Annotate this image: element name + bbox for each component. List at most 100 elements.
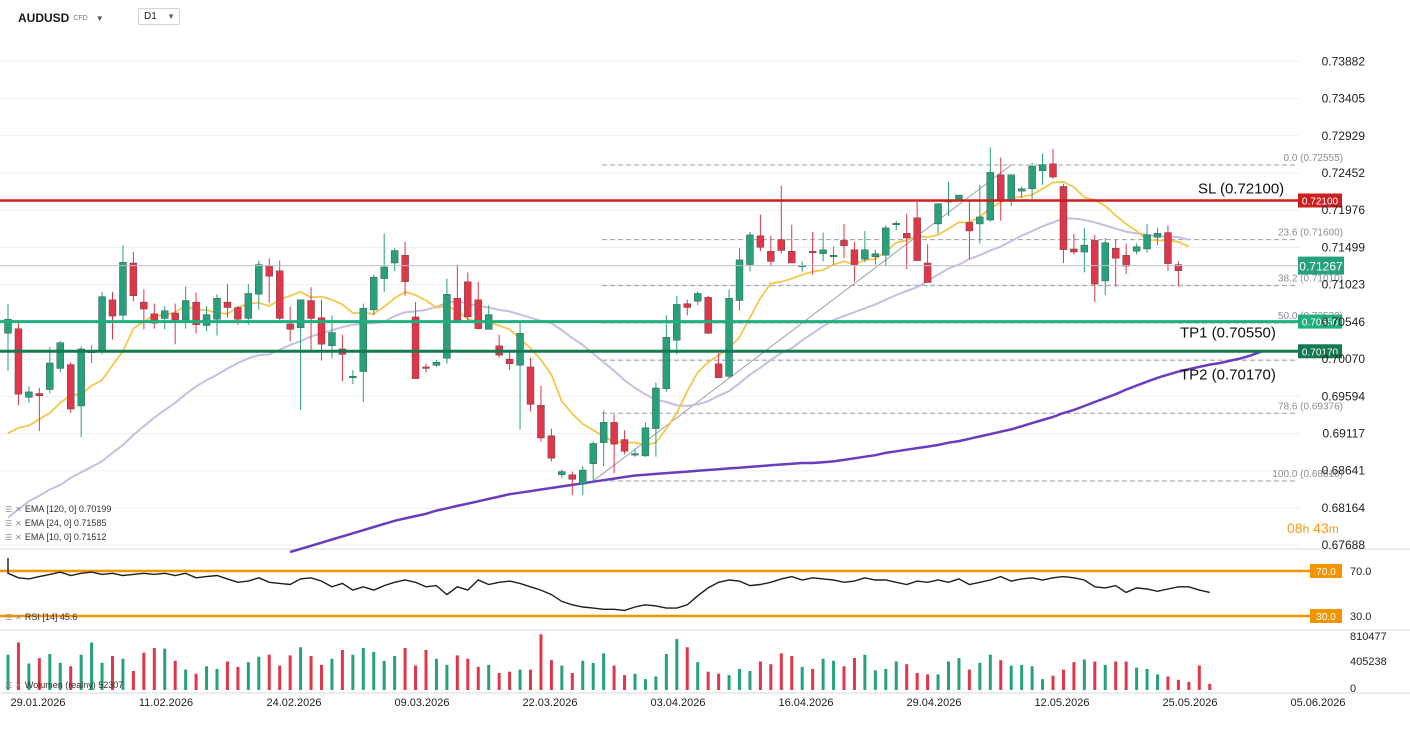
- candle-body: [1153, 233, 1162, 238]
- candle-body: [244, 293, 253, 319]
- volume-bar: [476, 666, 480, 690]
- candle-body: [307, 300, 315, 319]
- candle-body: [829, 254, 838, 257]
- volume-tick-label: 810477: [1350, 631, 1387, 643]
- tp2-price-tag-text: 0.70170: [1302, 347, 1339, 358]
- candle-body: [98, 296, 106, 351]
- candle-body: [850, 249, 859, 265]
- candle-body: [1174, 264, 1183, 272]
- sl-price-tag: [1298, 193, 1342, 208]
- volume-bar: [936, 674, 940, 690]
- symbol-selector[interactable]: AUDUSD CFD ▼: [18, 8, 104, 28]
- volume-bar: [1135, 667, 1139, 690]
- volume-bar: [685, 647, 689, 690]
- candle-body: [610, 422, 618, 445]
- volume-bar: [821, 658, 825, 690]
- volume-bar: [152, 647, 156, 690]
- legend-ema120: ☰ ✕ EMA [120, 0] 0.70199: [5, 504, 111, 514]
- candle-body: [1111, 247, 1120, 259]
- candle-body: [579, 469, 587, 485]
- volume-bar: [1114, 661, 1118, 690]
- close-icon[interactable]: ✕: [15, 532, 22, 542]
- candle-body: [171, 312, 179, 321]
- volume-bar: [1082, 659, 1086, 690]
- timer-minutes: 43: [1313, 520, 1329, 536]
- volume-bar: [393, 656, 397, 690]
- candle-body: [108, 299, 117, 317]
- timer-m-unit: m: [1328, 522, 1339, 536]
- volume-bar: [1020, 664, 1024, 690]
- candle-body: [234, 307, 242, 320]
- price-tick-label: 0.69594: [1322, 389, 1366, 403]
- volume-bar: [403, 647, 407, 690]
- candle-body: [56, 342, 64, 369]
- candle-body: [359, 308, 367, 372]
- candle-body: [1070, 248, 1078, 253]
- tp2-label: TP2 (0.70170): [1180, 366, 1276, 383]
- volume-bar: [800, 666, 804, 690]
- candle-body: [140, 301, 148, 310]
- candle-body: [694, 293, 702, 302]
- candle-body: [4, 319, 12, 334]
- candle-body: [631, 453, 639, 456]
- close-icon[interactable]: ✕: [15, 504, 22, 514]
- settings-icon[interactable]: ☰: [5, 504, 13, 514]
- volume-bar: [738, 668, 741, 690]
- candle-countdown: 08h 43m: [1287, 520, 1339, 536]
- rsi-upper-tag-text: 70.0: [1316, 567, 1336, 578]
- close-icon[interactable]: ✕: [15, 680, 22, 690]
- rsi-axis-lower: 30.0: [1350, 611, 1371, 623]
- candle-body: [25, 391, 33, 398]
- settings-icon[interactable]: ☰: [5, 518, 13, 528]
- volume-bar: [236, 666, 240, 690]
- volume-bar: [79, 654, 83, 690]
- price-tick-label: 0.67688: [1322, 538, 1366, 552]
- candle-body: [1164, 232, 1172, 264]
- sl-label: SL (0.72100): [1198, 181, 1284, 198]
- candle-body: [380, 266, 388, 279]
- volume-bar: [194, 673, 198, 690]
- rsi-lower-tag-text: 30.0: [1316, 612, 1336, 623]
- close-icon[interactable]: ✕: [15, 612, 22, 622]
- candle-body: [934, 203, 942, 225]
- volume-bar: [246, 662, 250, 690]
- candle-body: [516, 333, 524, 366]
- candle-body: [1080, 244, 1089, 253]
- settings-icon[interactable]: ☰: [5, 532, 13, 542]
- volume-bar: [978, 662, 982, 690]
- candle-body: [401, 254, 409, 282]
- settings-icon[interactable]: ☰: [5, 680, 13, 690]
- volume-bar: [173, 660, 177, 690]
- volume-bar: [382, 660, 386, 690]
- volume-bar: [225, 661, 229, 690]
- close-icon[interactable]: ✕: [15, 518, 22, 528]
- candle-body: [683, 303, 691, 308]
- candle-body: [213, 297, 221, 320]
- volume-bar: [539, 634, 543, 690]
- candle-body: [150, 313, 159, 324]
- volume-bar: [905, 664, 909, 690]
- timeframe-value: D1: [144, 11, 157, 22]
- price-tick-label: 0.69117: [1323, 427, 1366, 441]
- timeframe-selector[interactable]: D1 ▼: [138, 8, 180, 25]
- volume-bar: [100, 662, 104, 690]
- volume-bar: [717, 673, 721, 690]
- chevron-down-icon: ▼: [167, 12, 175, 21]
- candle-body: [976, 216, 984, 225]
- candle-body: [370, 276, 378, 311]
- candle-body: [286, 323, 294, 330]
- volume-bar: [570, 673, 574, 690]
- volume-bar: [278, 665, 282, 690]
- volume-bar: [288, 655, 292, 690]
- volume-bar: [852, 658, 856, 690]
- fib-level-label: 78.6 (0.69376): [1278, 401, 1343, 412]
- candle-body: [589, 443, 597, 464]
- chevron-down-icon[interactable]: ▼: [95, 13, 104, 23]
- candle-body: [66, 364, 75, 410]
- candle-body: [443, 294, 451, 359]
- settings-icon[interactable]: ☰: [5, 612, 13, 622]
- volume-bar: [727, 675, 731, 690]
- volume-bar: [769, 664, 773, 690]
